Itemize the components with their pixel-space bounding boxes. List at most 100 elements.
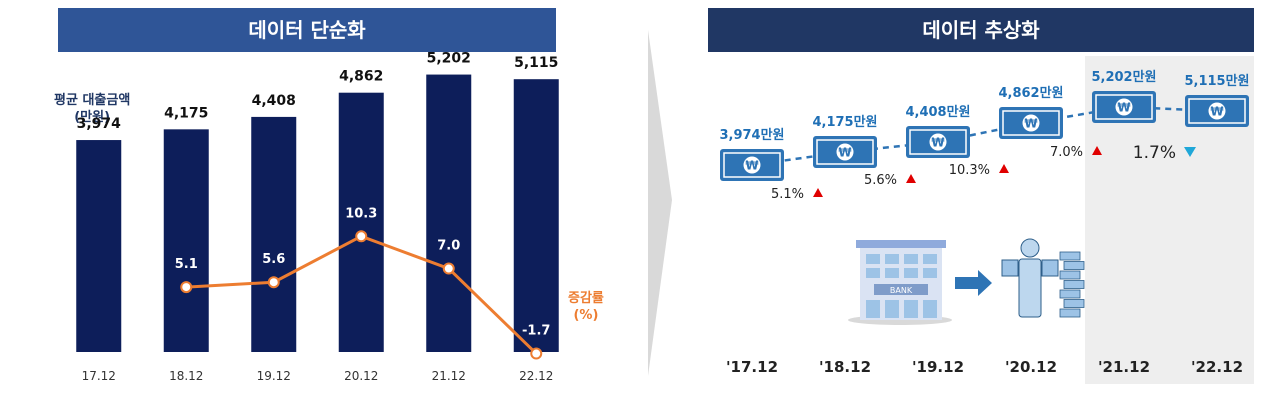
money-stack-bill bbox=[1063, 299, 1085, 308]
rate-value-label: 5.1 bbox=[175, 257, 198, 272]
person-with-money-icon bbox=[1001, 238, 1085, 318]
x-tick-label: '21.12 bbox=[1098, 358, 1150, 376]
change-label: 5.6% bbox=[864, 173, 897, 188]
rate-value-label: 5.6 bbox=[262, 252, 285, 267]
rate-value-label: -1.7 bbox=[522, 324, 550, 339]
x-tick-label: 20.12 bbox=[344, 369, 378, 383]
person-body bbox=[1018, 258, 1042, 318]
right-arrow-icon bbox=[955, 270, 992, 296]
chevron-arrow-icon bbox=[648, 30, 672, 376]
building-door bbox=[885, 300, 899, 318]
bank-sign-text: BANK bbox=[890, 286, 913, 295]
money-fan-left bbox=[1001, 259, 1019, 277]
amount-label: 4,408만원 bbox=[905, 104, 970, 120]
building-window bbox=[866, 254, 880, 264]
money-stack-bill bbox=[1059, 289, 1081, 299]
money-stack-bill bbox=[1063, 280, 1085, 289]
rate-point bbox=[267, 276, 280, 289]
bank-building-icon: BANK bbox=[848, 240, 952, 325]
money-stack-bill bbox=[1059, 270, 1081, 280]
y-axis-label-line1: 평균 대출금액 bbox=[54, 93, 131, 108]
won-symbol: ₩ bbox=[1210, 105, 1224, 119]
panel-divider-arrow bbox=[648, 30, 672, 376]
y-axis-label-line2: (만원) bbox=[74, 110, 111, 125]
building-window bbox=[885, 254, 899, 264]
building-window bbox=[923, 268, 937, 278]
bar-value-label: 4,408 bbox=[252, 93, 296, 109]
amount-label: 4,175만원 bbox=[812, 114, 877, 130]
banknote-border bbox=[816, 139, 874, 165]
bar-22.12 bbox=[513, 79, 559, 352]
building-door bbox=[904, 300, 918, 318]
money-fan-right bbox=[1041, 259, 1059, 277]
x-tick-label: 19.12 bbox=[257, 369, 291, 383]
banknote-coin bbox=[929, 133, 947, 151]
y-axis-unit-label: 평균 대출금액 (만원) bbox=[54, 92, 130, 126]
x-tick-label: '20.12 bbox=[1005, 358, 1057, 376]
bar-value-label: 4,862 bbox=[339, 69, 383, 85]
money-stack-bill bbox=[1059, 308, 1081, 318]
amount-label: 5,115만원 bbox=[1184, 73, 1249, 89]
building-window bbox=[904, 254, 918, 264]
bar-18.12 bbox=[163, 129, 209, 352]
won-symbol: ₩ bbox=[838, 146, 852, 160]
rate-point bbox=[530, 347, 543, 360]
bar-value-label: 4,175 bbox=[164, 105, 208, 121]
rate-value-label: 10.3 bbox=[345, 206, 377, 221]
left-panel-title: 데이터 단순화 bbox=[58, 8, 556, 52]
banknote-border bbox=[1188, 98, 1246, 124]
banknote-coin bbox=[1115, 98, 1133, 116]
building-door bbox=[866, 300, 880, 318]
won-symbol: ₩ bbox=[1117, 101, 1131, 115]
banknote-border bbox=[723, 152, 781, 178]
building-door bbox=[923, 300, 937, 318]
bar-21.12 bbox=[426, 74, 472, 352]
building-window bbox=[885, 268, 899, 278]
up-arrow-icon bbox=[906, 174, 916, 183]
x-tick-label: 22.12 bbox=[519, 369, 553, 383]
change-label: 10.3% bbox=[949, 163, 990, 178]
rate-point bbox=[442, 262, 455, 275]
bar-17.12 bbox=[76, 140, 122, 352]
bar-19.12 bbox=[251, 116, 297, 352]
building-window bbox=[866, 268, 880, 278]
x-tick-label: 18.12 bbox=[169, 369, 203, 383]
x-tick-label: 21.12 bbox=[432, 369, 466, 383]
money-stack-bill bbox=[1059, 251, 1081, 261]
bar-value-label: 3,974 bbox=[77, 116, 122, 132]
banknote-coin bbox=[836, 143, 854, 161]
person-head bbox=[1020, 238, 1040, 258]
building-window bbox=[904, 268, 918, 278]
abstract-trend-chart: ₩3,974만원 '17.12 ₩4,175만원 '18.12 ₩4,408만원 '19.… bbox=[719, 56, 1254, 384]
banknote-coin bbox=[1208, 102, 1226, 120]
change-label: 1.7% bbox=[1133, 143, 1176, 163]
amount-label: 5,202만원 bbox=[1091, 69, 1156, 85]
banknote-coin bbox=[1022, 114, 1040, 132]
banknote-coin bbox=[743, 156, 761, 174]
x-tick-label: '19.12 bbox=[912, 358, 964, 376]
bar-value-label: 5,115 bbox=[514, 55, 558, 71]
building-window bbox=[923, 254, 937, 264]
rate-value-label: 7.0 bbox=[437, 239, 460, 254]
banknote-border bbox=[1095, 94, 1153, 120]
bar-20.12 bbox=[338, 92, 384, 353]
bar-value-label: 5,202 bbox=[427, 51, 471, 67]
amount-label: 3,974만원 bbox=[719, 127, 784, 143]
rate-label-line2: (%) bbox=[573, 308, 599, 323]
building-roof bbox=[856, 240, 946, 248]
x-tick-label: '18.12 bbox=[819, 358, 871, 376]
won-symbol: ₩ bbox=[931, 136, 945, 150]
bank-sign bbox=[874, 284, 928, 295]
x-tick-label: 17.12 bbox=[82, 369, 116, 383]
loan-bar-chart: 3,974 17.12 4,175 18.12 4,408 19.12 4,862 20.12… bbox=[76, 51, 559, 383]
rate-point bbox=[180, 281, 193, 294]
banknote-border bbox=[1002, 110, 1060, 136]
down-arrow-icon bbox=[1184, 147, 1196, 157]
money-stack-bill bbox=[1063, 261, 1085, 270]
x-tick-label: '22.12 bbox=[1191, 358, 1243, 376]
right-panel-title: 데이터 추상화 bbox=[708, 8, 1254, 52]
won-symbol: ₩ bbox=[745, 159, 759, 173]
won-symbol: ₩ bbox=[1024, 117, 1038, 131]
amount-label: 4,862만원 bbox=[998, 85, 1063, 101]
